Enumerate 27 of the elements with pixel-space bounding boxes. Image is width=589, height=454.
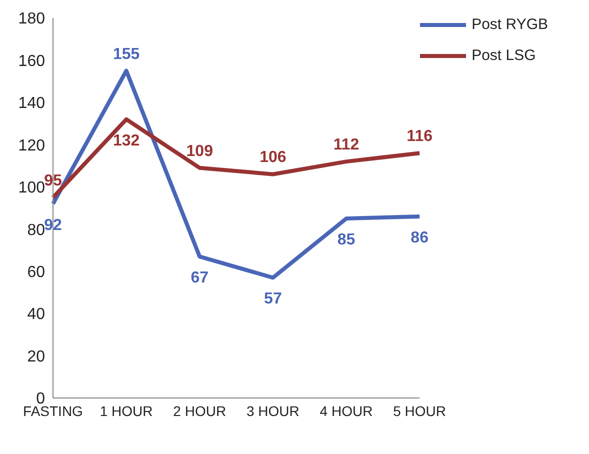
- data-label: 106: [260, 149, 286, 166]
- data-label: 67: [190, 270, 209, 287]
- data-label: 85: [337, 232, 356, 249]
- data-label: 155: [112, 46, 140, 63]
- x-tick-label: 2 HOUR: [173, 402, 226, 419]
- x-tick-label: 3 HOUR: [246, 402, 300, 419]
- y-tick-label: 60: [27, 264, 46, 282]
- data-label: 57: [264, 290, 282, 308]
- y-tick-label: 20: [27, 348, 46, 366]
- data-label: 112: [333, 136, 360, 154]
- y-tick-label: 160: [18, 52, 46, 70]
- y-tick-label: 140: [18, 95, 46, 112]
- y-tick-label: 180: [18, 10, 46, 28]
- y-tick-label: 80: [27, 222, 46, 239]
- legend-label: Post RYGB: [472, 16, 548, 33]
- y-tick-label: 120: [18, 137, 46, 154]
- data-label: 109: [186, 142, 214, 160]
- legend-label: Post LSG: [472, 47, 536, 64]
- y-tick-label: 40: [27, 306, 46, 324]
- data-label: 86: [410, 229, 429, 246]
- x-tick-label: 5 HOUR: [393, 402, 446, 419]
- y-tick-label: 100: [18, 180, 46, 197]
- x-tick-label: 4 HOUR: [320, 402, 373, 419]
- x-tick-label: FASTING: [23, 402, 83, 419]
- data-label: 132: [112, 132, 140, 150]
- x-tick-label: 1 HOUR: [100, 402, 153, 419]
- data-label: 116: [406, 128, 433, 146]
